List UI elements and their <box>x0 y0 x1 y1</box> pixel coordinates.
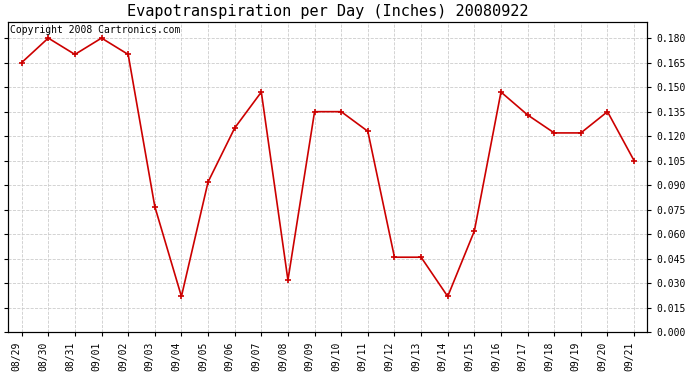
Title: Evapotranspiration per Day (Inches) 20080922: Evapotranspiration per Day (Inches) 2008… <box>127 4 529 19</box>
Text: Copyright 2008 Cartronics.com: Copyright 2008 Cartronics.com <box>10 25 180 35</box>
